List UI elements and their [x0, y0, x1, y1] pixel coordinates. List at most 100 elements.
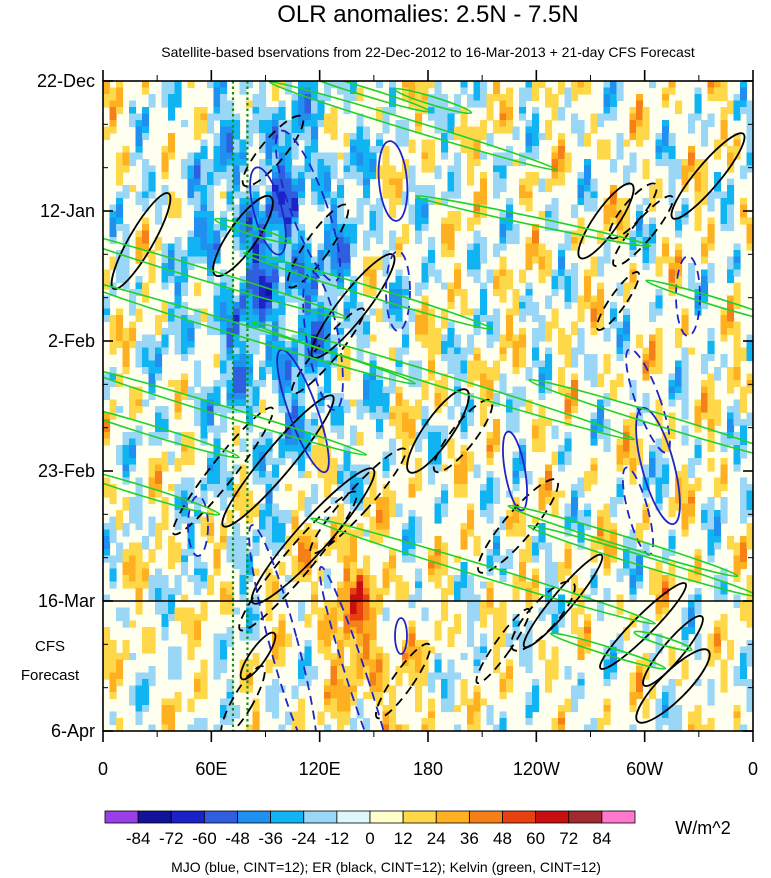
olr-anomaly-cell: [252, 334, 260, 342]
olr-anomaly-cell: [395, 250, 403, 258]
olr-anomaly-cell: [512, 510, 520, 518]
olr-anomaly-cell: [733, 412, 741, 420]
olr-anomaly-cell: [317, 607, 325, 615]
olr-anomaly-cell: [525, 367, 533, 375]
olr-anomaly-cell: [350, 133, 358, 141]
olr-anomaly-cell: [493, 607, 501, 615]
olr-anomaly-cell: [460, 295, 468, 303]
olr-anomaly-cell: [187, 191, 195, 199]
olr-anomaly-cell: [467, 178, 475, 186]
olr-anomaly-cell: [623, 438, 631, 446]
olr-anomaly-cell: [493, 529, 501, 537]
olr-anomaly-cell: [499, 341, 507, 349]
olr-anomaly-cell: [239, 360, 247, 368]
olr-anomaly-cell: [343, 471, 351, 479]
olr-anomaly-cell: [597, 614, 605, 622]
olr-anomaly-cell: [545, 484, 553, 492]
olr-anomaly-cell: [304, 243, 312, 251]
olr-anomaly-cell: [545, 321, 553, 329]
olr-anomaly-cell: [408, 529, 416, 537]
olr-anomaly-cell: [265, 185, 273, 193]
olr-anomaly-cell: [200, 211, 208, 219]
olr-anomaly-cell: [291, 692, 299, 700]
olr-anomaly-cell: [402, 295, 410, 303]
olr-anomaly-cell: [135, 237, 143, 245]
olr-anomaly-cell: [343, 263, 351, 271]
olr-anomaly-cell: [454, 588, 462, 596]
olr-anomaly-cell: [447, 347, 455, 355]
olr-anomaly-cell: [616, 601, 624, 609]
olr-anomaly-cell: [155, 425, 163, 433]
olr-anomaly-cell: [194, 237, 202, 245]
olr-anomaly-cell: [454, 399, 462, 407]
olr-anomaly-cell: [681, 438, 689, 446]
olr-anomaly-cell: [434, 393, 442, 401]
olr-anomaly-cell: [343, 94, 351, 102]
olr-anomaly-cell: [194, 367, 202, 375]
olr-anomaly-cell: [304, 100, 312, 108]
olr-anomaly-cell: [311, 263, 319, 271]
olr-anomaly-cell: [142, 575, 150, 583]
olr-anomaly-cell: [116, 308, 124, 316]
olr-anomaly-cell: [252, 256, 260, 264]
olr-anomaly-cell: [369, 386, 377, 394]
olr-anomaly-cell: [428, 373, 436, 381]
olr-anomaly-cell: [200, 256, 208, 264]
olr-anomaly-cell: [252, 614, 260, 622]
olr-anomaly-cell: [694, 477, 702, 485]
olr-anomaly-cell: [701, 269, 709, 277]
olr-anomaly-cell: [603, 562, 611, 570]
olr-anomaly-cell: [252, 113, 260, 121]
olr-anomaly-cell: [161, 464, 169, 472]
olr-anomaly-cell: [538, 484, 546, 492]
olr-anomaly-cell: [512, 529, 520, 537]
olr-anomaly-cell: [200, 412, 208, 420]
olr-anomaly-cell: [285, 263, 293, 271]
olr-anomaly-cell: [493, 536, 501, 544]
olr-anomaly-cell: [512, 341, 520, 349]
olr-anomaly-cell: [343, 367, 351, 375]
olr-anomaly-cell: [259, 315, 267, 323]
olr-anomaly-cell: [662, 237, 670, 245]
olr-anomaly-cell: [499, 373, 507, 381]
olr-anomaly-cell: [597, 399, 605, 407]
olr-anomaly-cell: [564, 451, 572, 459]
olr-anomaly-cell: [246, 406, 254, 414]
olr-anomaly-cell: [545, 120, 553, 128]
olr-anomaly-cell: [382, 451, 390, 459]
olr-anomaly-cell: [350, 276, 358, 284]
olr-anomaly-cell: [259, 120, 267, 128]
olr-anomaly-cell: [103, 640, 111, 648]
olr-anomaly-cell: [324, 620, 332, 628]
olr-anomaly-cell: [285, 575, 293, 583]
olr-anomaly-cell: [330, 458, 338, 466]
olr-anomaly-cell: [369, 263, 377, 271]
olr-anomaly-cell: [545, 555, 553, 563]
olr-anomaly-cell: [506, 412, 514, 420]
olr-anomaly-cell: [213, 87, 221, 95]
olr-anomaly-cell: [571, 490, 579, 498]
olr-anomaly-cell: [246, 360, 254, 368]
olr-anomaly-cell: [460, 529, 468, 537]
olr-anomaly-cell: [291, 172, 299, 180]
olr-anomaly-cell: [590, 373, 598, 381]
olr-anomaly-cell: [506, 633, 514, 641]
olr-anomaly-cell: [577, 477, 585, 485]
olr-anomaly-cell: [291, 126, 299, 134]
olr-anomaly-cell: [363, 133, 371, 141]
olr-anomaly-cell: [285, 451, 293, 459]
olr-anomaly-cell: [116, 334, 124, 342]
olr-anomaly-cell: [109, 399, 117, 407]
olr-anomaly-cell: [187, 230, 195, 238]
olr-anomaly-cell: [155, 458, 163, 466]
olr-anomaly-cell: [135, 347, 143, 355]
olr-anomaly-cell: [363, 627, 371, 635]
olr-anomaly-cell: [395, 393, 403, 401]
olr-anomaly-cell: [551, 146, 559, 154]
olr-anomaly-cell: [200, 666, 208, 674]
olr-anomaly-cell: [681, 614, 689, 622]
olr-anomaly-cell: [350, 490, 358, 498]
olr-anomaly-cell: [233, 438, 241, 446]
olr-anomaly-cell: [688, 347, 696, 355]
olr-anomaly-cell: [272, 627, 280, 635]
